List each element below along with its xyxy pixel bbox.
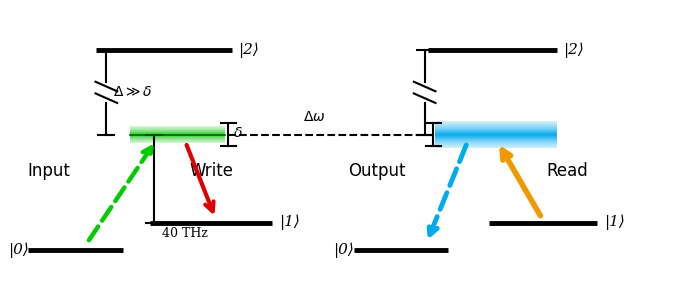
FancyArrowPatch shape	[89, 147, 152, 240]
FancyArrowPatch shape	[186, 145, 214, 211]
Text: Input: Input	[27, 162, 70, 180]
Text: 40 THz: 40 THz	[162, 227, 208, 240]
Text: Write: Write	[189, 162, 233, 180]
Text: |2⟩: |2⟩	[564, 42, 584, 58]
FancyArrowPatch shape	[429, 145, 466, 235]
Text: |2⟩: |2⟩	[239, 42, 259, 58]
Text: Output: Output	[348, 162, 406, 180]
Text: $\Delta\omega$: $\Delta\omega$	[303, 110, 326, 124]
Text: |1⟩: |1⟩	[604, 215, 625, 230]
Text: |0⟩: |0⟩	[333, 242, 354, 258]
FancyArrowPatch shape	[503, 150, 541, 216]
Text: Read: Read	[546, 162, 588, 180]
Text: |1⟩: |1⟩	[279, 215, 300, 230]
Text: $\delta$: $\delta$	[233, 126, 243, 140]
Text: |0⟩: |0⟩	[8, 242, 29, 258]
Text: $\Delta \gg \delta$: $\Delta \gg \delta$	[113, 85, 152, 99]
